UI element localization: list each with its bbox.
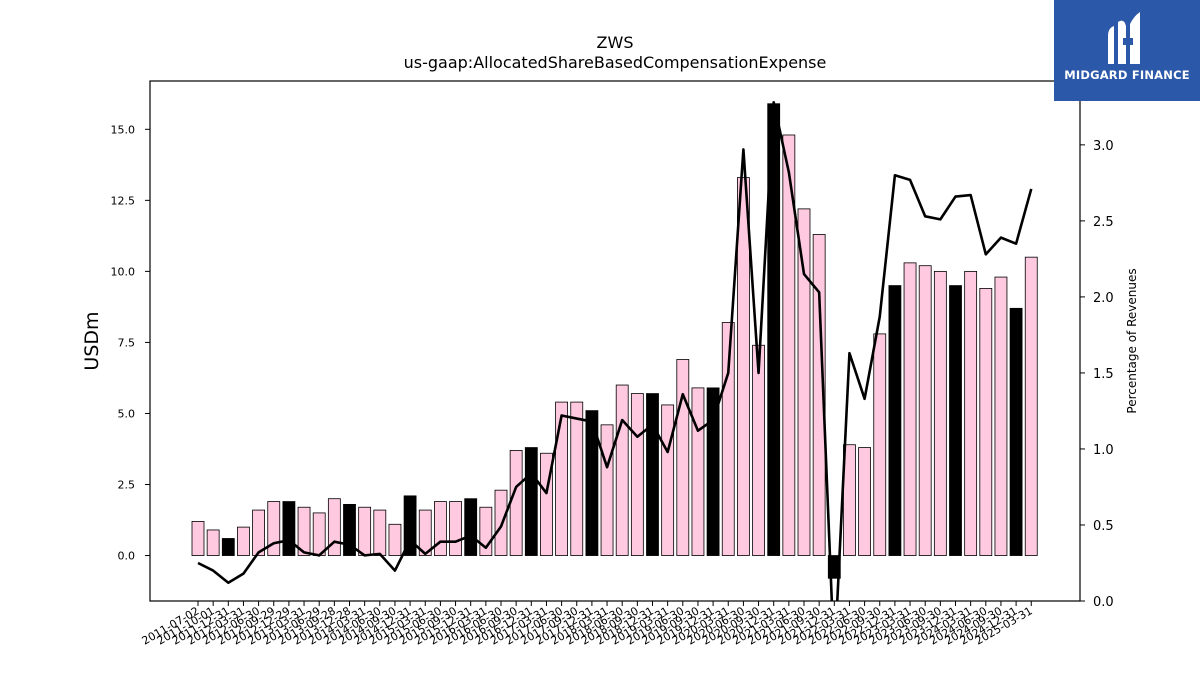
chart-title: ZWS: [597, 33, 634, 52]
bar-2025-03-31: [1024, 256, 1038, 556]
bar-2021-06-30: [797, 208, 811, 556]
bar-2019-09-30: [691, 387, 705, 556]
axes-layer: 0.0 2.5 5.0 7.5 10.0 12.5 15.0 0.0 0.5 1.0 1.5 2.0 2…: [111, 80, 1114, 648]
y-tick-label: 0.0: [118, 550, 136, 563]
bar-2014-03-31: [358, 506, 372, 556]
bar-2015-12-31: [464, 498, 478, 556]
y2-tick-label: 3.0: [1093, 139, 1114, 154]
y-tick-label: 2.5: [118, 478, 136, 491]
bar-2020-06-30: [737, 177, 750, 556]
bar-2019-12-31: [706, 387, 720, 556]
brand-name: MIDGARD FINANCE: [1064, 68, 1190, 82]
bar-2015-03-31: [418, 509, 432, 556]
bar-2013-12-28: [343, 503, 356, 556]
y-tick-label: 15.0: [111, 123, 136, 136]
bar-2011-07-02: [191, 521, 205, 556]
bar-2022-06-30: [858, 447, 871, 556]
bar-2014-06-30: [373, 509, 387, 556]
y2-tick-label: 0.0: [1093, 595, 1114, 610]
bar-2018-03-31: [600, 424, 614, 556]
bar-2023-12-31: [949, 285, 962, 556]
bar-2011-12-31: [221, 538, 235, 556]
revenue-percentage-line: [197, 100, 1033, 601]
y2-tick-label: 1.5: [1093, 367, 1114, 382]
bar-2018-09-30: [630, 393, 644, 556]
bar-2016-09-30: [509, 449, 523, 556]
bar-2012-06-30: [252, 509, 266, 556]
bar-2016-12-31: [524, 447, 538, 556]
bar-2018-06-30: [615, 384, 629, 556]
bar-2012-09-29: [267, 501, 281, 556]
bar-2023-09-30: [933, 270, 947, 556]
brand-mark-icon: [1108, 12, 1140, 64]
y2-tick-label: 1.0: [1093, 443, 1114, 458]
bar-2020-09-30: [752, 344, 765, 556]
y-tick-label: 7.5: [118, 336, 136, 349]
bar-2014-09-30: [388, 523, 402, 556]
bar-2014-12-31: [403, 495, 417, 556]
bar-2015-06-30: [433, 501, 447, 556]
bar-2015-09-30: [449, 501, 462, 556]
y2-tick-label: 2.0: [1093, 291, 1114, 306]
bar-2016-06-30: [494, 489, 508, 556]
y2-axis-label: Percentage of Revenues: [1125, 268, 1139, 413]
bar-2019-03-31: [661, 404, 675, 556]
bar-2012-12-29: [282, 501, 296, 556]
bar-2024-09-30: [994, 276, 1008, 556]
bar-2024-03-31: [964, 270, 978, 556]
y-tick-label: 12.5: [111, 194, 136, 207]
y2-tick-label: 2.5: [1093, 215, 1114, 230]
bar-2022-09-30: [873, 333, 887, 556]
bar-2017-06-30: [555, 401, 568, 556]
bar-2019-06-30: [676, 359, 690, 556]
y-tick-label: 10.0: [111, 265, 136, 278]
bar-2023-03-31: [903, 262, 917, 556]
brand-logo: MIDGARD FINANCE: [1054, 0, 1200, 101]
bar-2012-03-31: [237, 526, 250, 556]
plot-frame: [149, 80, 1081, 602]
line-layer: [197, 100, 1033, 601]
bar-2023-06-30: [918, 265, 932, 556]
bar-2022-12-31: [888, 285, 902, 556]
bar-2021-09-30: [812, 234, 826, 556]
bar-2017-09-30: [570, 401, 584, 556]
y-axis-label: USDm: [81, 311, 103, 370]
bar-2013-06-29: [312, 512, 326, 556]
bar-2024-12-31: [1009, 307, 1023, 556]
chart-subtitle: us-gaap:AllocatedShareBasedCompensationE…: [404, 53, 827, 72]
bars-layer: [191, 103, 1038, 579]
bar-2021-03-31: [782, 134, 796, 556]
y-tick-label: 5.0: [118, 407, 136, 420]
bar-2017-12-31: [585, 410, 599, 556]
bar-2018-12-31: [646, 393, 659, 556]
bar-2013-03-31: [297, 506, 311, 556]
bar-2024-06-30: [979, 288, 993, 556]
bar-2011-10-01: [206, 529, 220, 556]
y2-tick-label: 0.5: [1093, 519, 1114, 534]
